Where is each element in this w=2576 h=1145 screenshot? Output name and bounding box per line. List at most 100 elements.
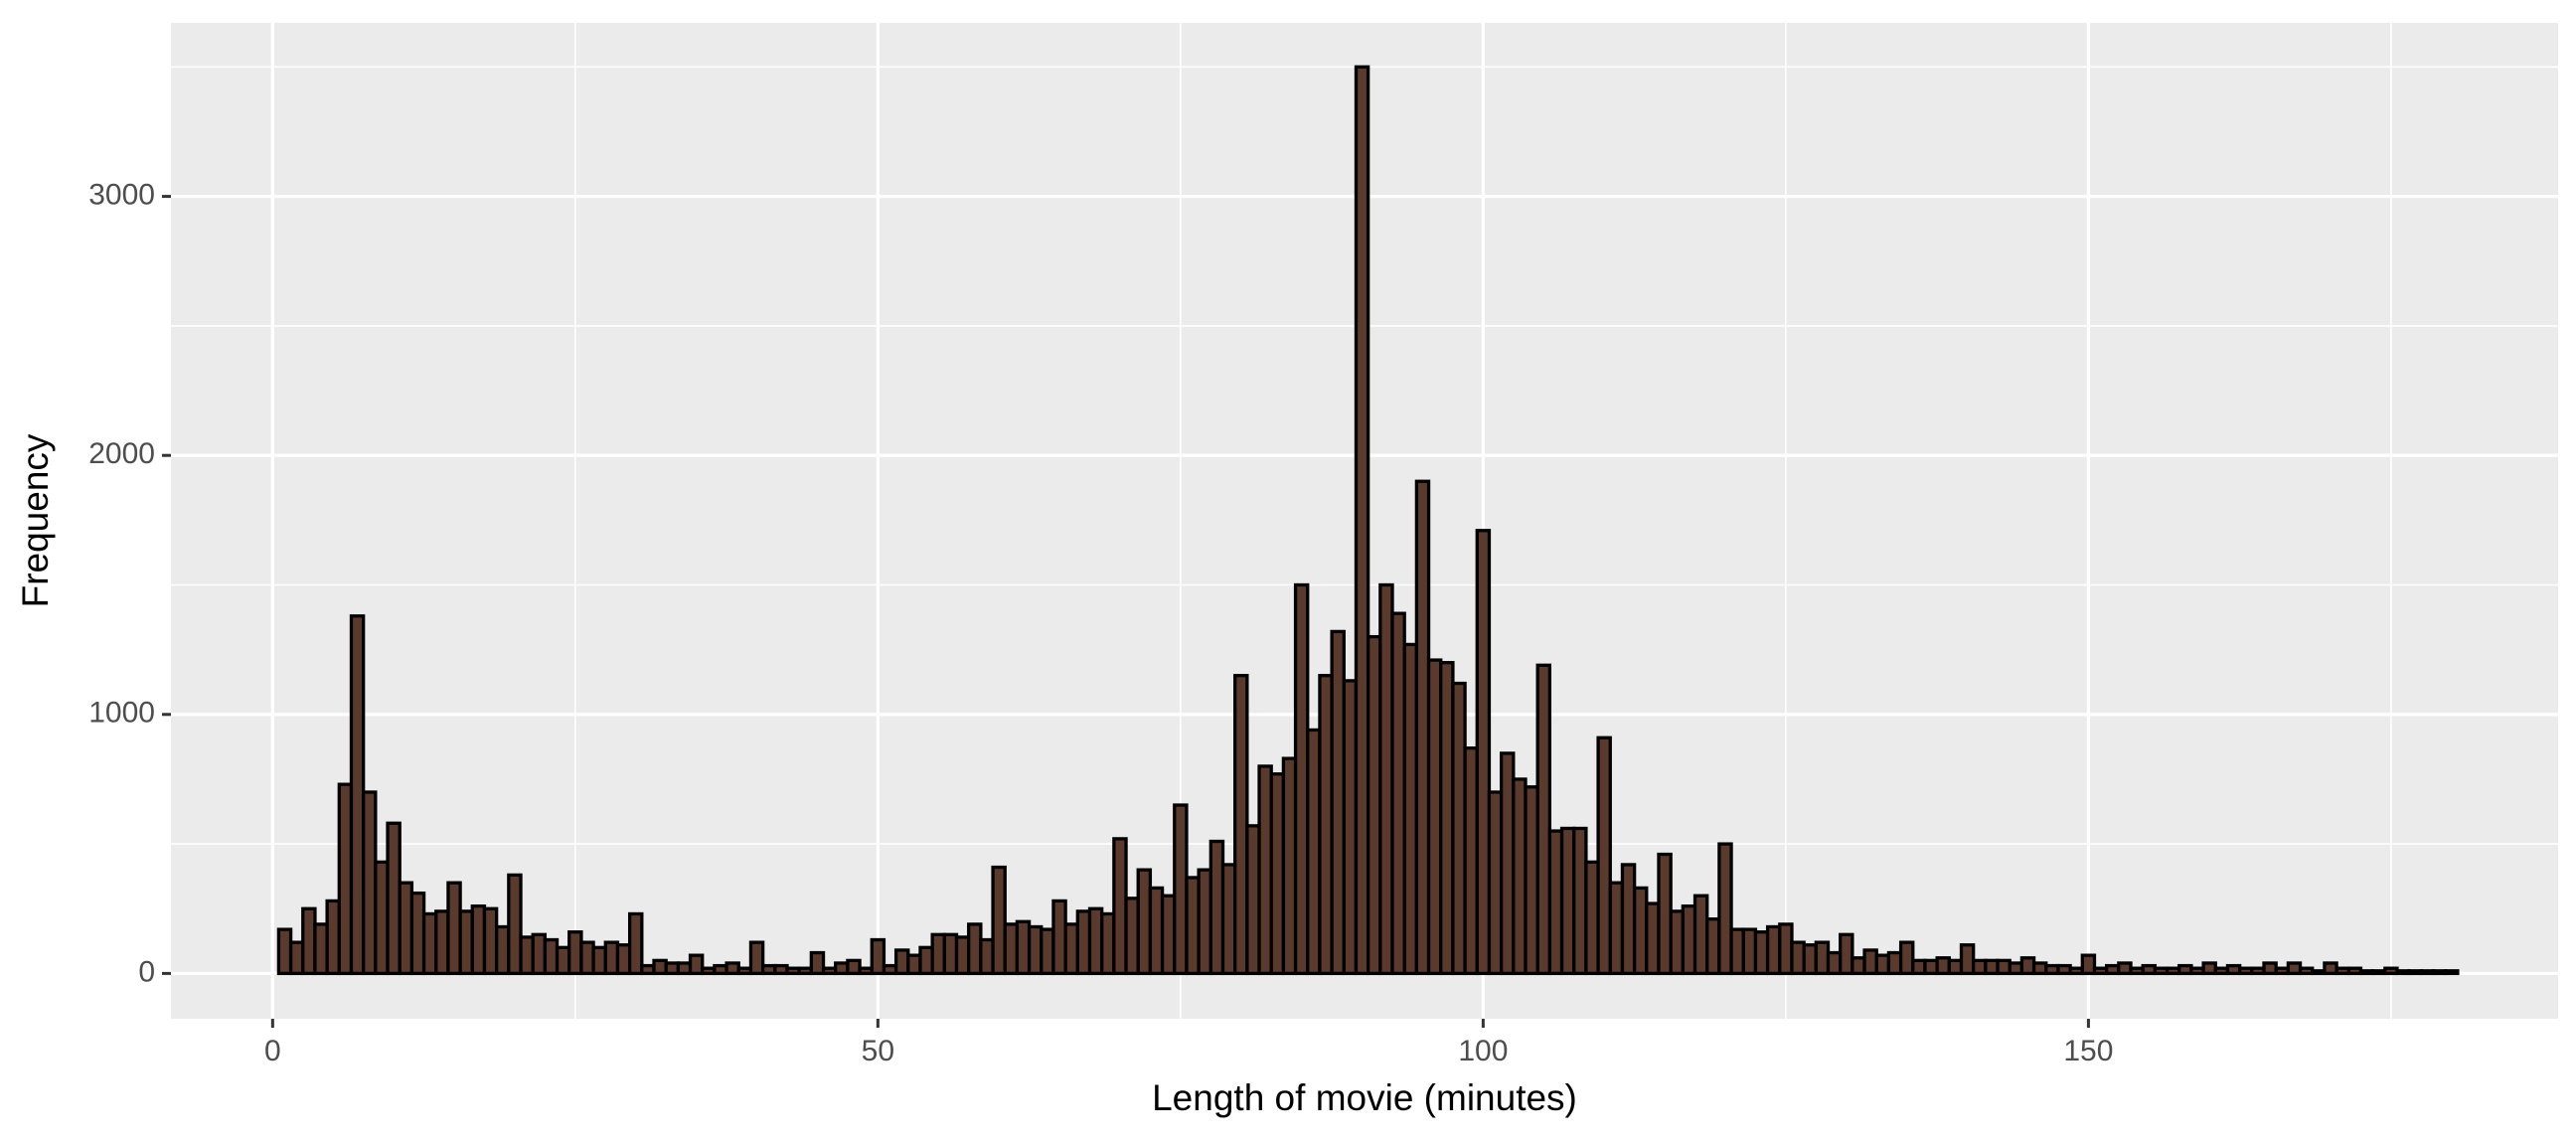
bar [2250, 966, 2266, 976]
bar [736, 966, 753, 976]
bar [1826, 950, 1843, 976]
bar [434, 909, 450, 976]
bar [1318, 674, 1334, 976]
bar [1524, 785, 1539, 976]
x-tick-label: 150 [2063, 1035, 2113, 1067]
bar [1208, 839, 1225, 976]
bar [2165, 966, 2181, 976]
bar [882, 963, 898, 976]
bar [1851, 956, 1866, 976]
bar [2068, 966, 2084, 976]
bar [337, 782, 354, 976]
bar [446, 881, 462, 976]
bar [688, 953, 705, 976]
bar [797, 966, 813, 976]
bar [991, 865, 1007, 976]
bar [2189, 966, 2205, 976]
bar [386, 821, 402, 976]
bar [1100, 911, 1116, 976]
bar [1620, 863, 1637, 976]
bar [2407, 969, 2424, 976]
bar [276, 927, 293, 976]
bar [591, 945, 607, 976]
bar [1185, 876, 1201, 976]
bar [1197, 868, 1212, 976]
bar [1124, 897, 1140, 976]
bar [555, 945, 571, 976]
bar [2274, 966, 2291, 976]
bar [1148, 886, 1165, 976]
bar [954, 935, 971, 976]
bar [1257, 764, 1273, 976]
bar [1898, 940, 1915, 976]
bar [1632, 886, 1649, 976]
bar [640, 963, 656, 976]
y-tick-label: 0 [138, 955, 155, 988]
bar [531, 932, 548, 976]
bar [967, 922, 983, 976]
bar [2019, 956, 2036, 976]
bar [2044, 963, 2060, 976]
bar [2177, 963, 2193, 976]
bar [1233, 674, 1249, 976]
bar [1572, 826, 1588, 976]
bar [724, 961, 740, 976]
bar [701, 966, 717, 976]
bar [1839, 932, 1854, 976]
bar [1281, 756, 1298, 976]
bar [1087, 906, 1104, 976]
bar [301, 906, 317, 976]
bar [1269, 772, 1286, 976]
bar [482, 906, 499, 976]
bar [809, 950, 826, 976]
bar [785, 966, 801, 976]
bar [1911, 958, 1927, 976]
bar [1378, 582, 1394, 976]
bar [1814, 940, 1831, 976]
bar [2105, 963, 2121, 976]
bar [362, 790, 378, 976]
bar [2311, 969, 2327, 976]
bar [1003, 922, 1020, 976]
bar [2080, 953, 2097, 976]
bar [1402, 642, 1419, 976]
bar [2225, 963, 2242, 976]
bar [1802, 943, 1818, 976]
bar [325, 899, 341, 976]
bar [918, 945, 934, 976]
bar [942, 932, 959, 976]
bar [495, 924, 511, 976]
bar [2419, 969, 2436, 976]
bar [1923, 958, 1939, 976]
bar [1717, 842, 1733, 976]
bar [858, 966, 874, 976]
bar [1645, 901, 1661, 976]
bar [288, 940, 305, 976]
bar [374, 860, 390, 976]
bar [421, 911, 438, 976]
bar [1705, 917, 1721, 976]
bar [1173, 803, 1189, 976]
bar [2092, 966, 2109, 976]
bar [1426, 658, 1443, 976]
bar [1765, 924, 1782, 976]
bar [2141, 963, 2158, 976]
bar [1475, 529, 1492, 976]
bar [313, 922, 329, 976]
bar [2431, 969, 2448, 976]
bar [846, 958, 862, 976]
bar [1984, 958, 2000, 976]
bar [713, 963, 728, 976]
bar [2286, 961, 2303, 976]
bar [1584, 860, 1600, 976]
bar [409, 891, 426, 976]
bar [1390, 611, 1406, 976]
bar [2031, 961, 2048, 976]
bar [2370, 969, 2387, 976]
bar [1874, 953, 1891, 976]
bar [1608, 881, 1625, 976]
bar [1354, 65, 1370, 976]
bar [1947, 958, 1964, 976]
bar [543, 937, 560, 976]
